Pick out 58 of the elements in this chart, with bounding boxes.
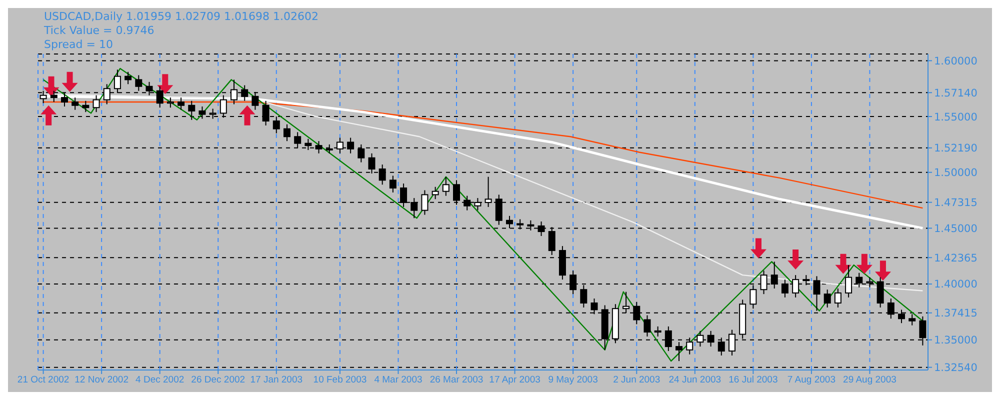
x-tick-label: 21 Oct 2002 [17, 374, 70, 386]
y-tick-label: 1.57140 [934, 87, 978, 100]
y-tick-label: 1.37415 [934, 308, 978, 320]
point [856, 254, 872, 274]
x-tick-label: 4 Dec 2002 [136, 374, 184, 386]
x-tick-label: 4 Mar 2003 [374, 374, 422, 386]
point [835, 254, 852, 274]
y-tick-label: 1.52190 [934, 142, 978, 155]
candlestick [484, 176, 492, 208]
candlestick [654, 326, 662, 337]
candlestick [432, 186, 439, 200]
point [788, 249, 804, 270]
y-tick-label: 1.32540 [934, 362, 978, 374]
candlestick [135, 74, 142, 92]
y-tick-label: 1.40000 [934, 278, 978, 291]
point [40, 105, 57, 126]
candlestick [82, 100, 90, 113]
candlestick [876, 276, 884, 308]
y-tick-label: 1.42365 [934, 252, 978, 264]
candlestick [824, 289, 831, 308]
candlestick [442, 176, 450, 196]
candlestick [389, 175, 396, 193]
x-tick-label: 10 Feb 2003 [313, 374, 367, 386]
x-tick-label: 12 Nov 2002 [74, 374, 129, 386]
point [874, 260, 891, 281]
point [157, 74, 174, 94]
text: Spread = 10 [42, 38, 115, 51]
candlestick [283, 124, 290, 142]
x-tick-label: 17 Jan 2003 [250, 374, 303, 386]
x-tick-label: 17 Apr 2003 [489, 374, 540, 386]
x-tick-label: 26 Mar 2003 [430, 374, 484, 386]
point [750, 238, 766, 258]
y-tick-label: 1.60000 [934, 55, 978, 68]
candlestick [421, 190, 428, 216]
x-tick-label: 29 Aug 2003 [843, 374, 896, 386]
y-tick-label: 1.55000 [934, 111, 978, 124]
point [239, 105, 256, 126]
y-tick-label: 1.47315 [934, 197, 978, 210]
x-tick-label: 9 May 2003 [548, 374, 598, 386]
chart-title: USDCAD,Daily 1.01959 1.02709 1.01698 1.02602 [42, 10, 320, 23]
x-tick-label: 2 Jun 2003 [613, 374, 660, 386]
y-tick-label: 1.35000 [934, 334, 978, 347]
x-tick-label: 16 Jul 2003 [728, 374, 778, 386]
y-tick-label: 1.45000 [934, 222, 978, 235]
candlestick [845, 264, 852, 298]
candlestick [644, 314, 651, 337]
candlestick [834, 288, 842, 308]
x-tick-label: 24 Jun 2003 [668, 374, 722, 386]
point [62, 72, 78, 92]
candlestick [156, 86, 164, 108]
y-tick-label: 1.50000 [934, 167, 978, 180]
candlestick [124, 71, 132, 85]
x-tick-label: 7 Aug 2003 [787, 374, 836, 386]
candlestick [178, 97, 185, 110]
text: Tick Value = 0.9746 [42, 24, 156, 37]
x-tick-label: 26 Dec 2002 [191, 374, 246, 386]
candlestick [72, 97, 79, 110]
point [43, 76, 60, 96]
